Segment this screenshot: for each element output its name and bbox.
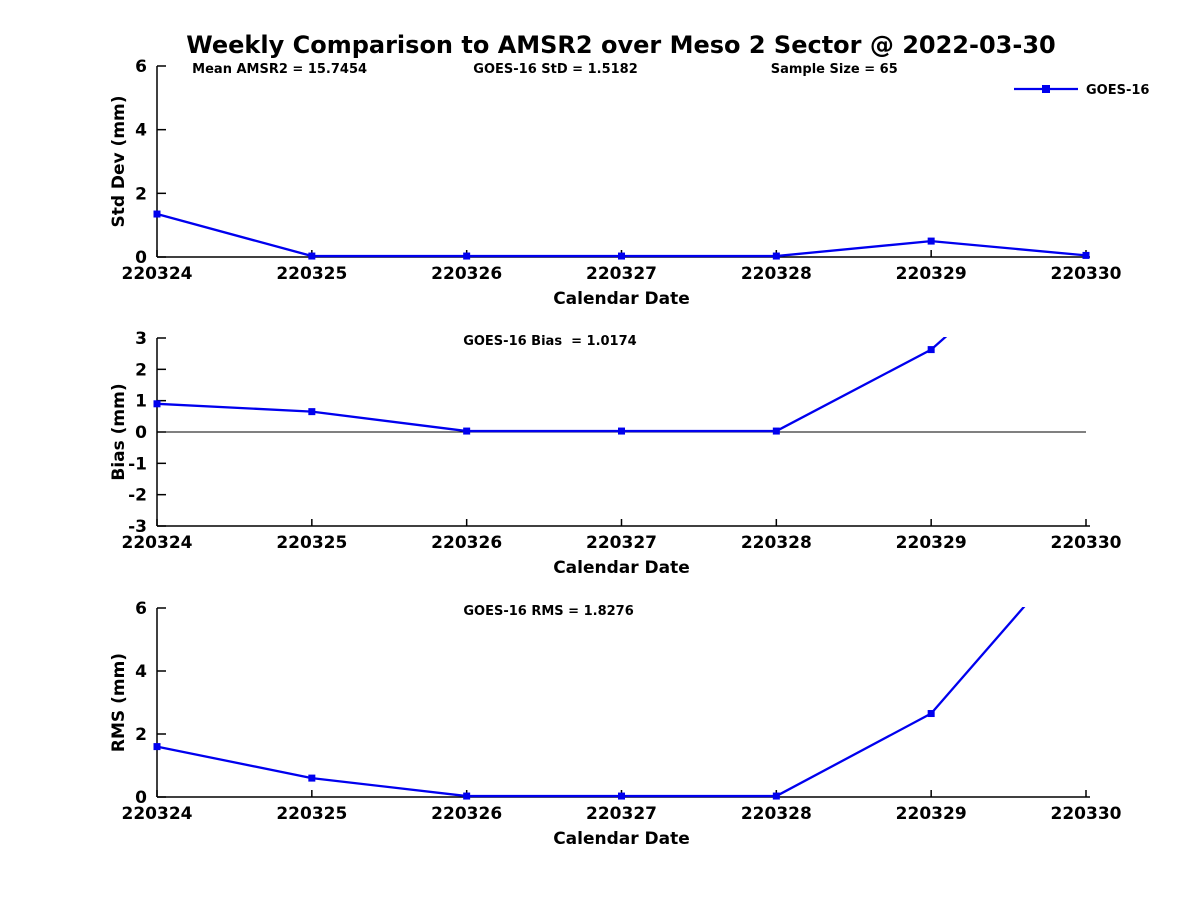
x-tick-label: 220327 bbox=[586, 804, 657, 824]
x-tick-label: 220330 bbox=[1051, 533, 1122, 553]
x-tick-label: 220326 bbox=[431, 533, 502, 553]
x-tick-label: 220329 bbox=[896, 804, 967, 824]
x-axis-label: Calendar Date bbox=[553, 289, 690, 309]
x-tick-label: 220326 bbox=[431, 804, 502, 824]
y-axis-label: RMS (mm) bbox=[109, 653, 129, 752]
y-tick-label: 2 bbox=[135, 184, 147, 204]
data-point-marker bbox=[927, 346, 935, 354]
data-point-marker bbox=[308, 252, 316, 260]
x-tick-label: 220328 bbox=[741, 264, 812, 284]
x-tick-label: 220325 bbox=[276, 533, 347, 553]
data-point-marker bbox=[153, 400, 161, 408]
y-tick-label: 4 bbox=[135, 121, 147, 141]
data-point-marker bbox=[772, 792, 780, 800]
y-tick-label: 0 bbox=[135, 248, 147, 268]
x-tick-label: 220324 bbox=[122, 804, 193, 824]
subplot-std-dev-mm-: 0 2 4 6 220324 220325 220326 220327 220328 220329… bbox=[109, 57, 1149, 309]
x-tick-label: 220326 bbox=[431, 264, 502, 284]
data-point-marker bbox=[308, 408, 316, 416]
data-point-marker bbox=[927, 237, 935, 245]
data-point-marker bbox=[618, 792, 625, 800]
data-point-marker bbox=[463, 252, 471, 260]
y-tick-label: 2 bbox=[135, 360, 147, 380]
x-tick-label: 220329 bbox=[896, 264, 967, 284]
legend-marker bbox=[1042, 85, 1050, 93]
y-axis-label: Bias (mm) bbox=[109, 383, 129, 480]
x-tick-label: 220325 bbox=[276, 264, 347, 284]
data-point-marker bbox=[153, 210, 161, 218]
data-point-marker bbox=[1082, 251, 1090, 259]
x-tick-label: 220327 bbox=[586, 264, 657, 284]
subplot-bias-mm-: -3 -2 -1 0 1 2 3 220324 220325 220326 220327 220328… bbox=[109, 329, 1122, 578]
legend: GOES-16 bbox=[1014, 83, 1149, 98]
data-point-marker bbox=[463, 427, 471, 435]
data-line bbox=[156, 337, 948, 433]
y-axis-label: Std Dev (mm) bbox=[109, 95, 129, 227]
legend-label: GOES-16 bbox=[1086, 83, 1149, 98]
data-point-marker bbox=[772, 252, 780, 260]
x-tick-label: 220328 bbox=[741, 533, 812, 553]
annotation-text: GOES-16 RMS = 1.8276 bbox=[463, 604, 633, 619]
data-point-marker bbox=[927, 710, 935, 718]
data-point-marker bbox=[153, 743, 161, 751]
y-tick-label: 6 bbox=[135, 57, 147, 77]
annotation-text: GOES-16 StD = 1.5182 bbox=[473, 62, 637, 77]
annotation-text: Sample Size = 65 bbox=[771, 62, 898, 77]
x-tick-label: 220324 bbox=[122, 533, 193, 553]
y-tick-label: 1 bbox=[135, 392, 147, 412]
y-tick-label: 0 bbox=[135, 788, 147, 808]
annotation-text: GOES-16 Bias = 1.0174 bbox=[463, 334, 637, 349]
x-tick-label: 220330 bbox=[1051, 264, 1122, 284]
y-tick-label: 2 bbox=[135, 725, 147, 745]
y-tick-label: -1 bbox=[128, 454, 147, 474]
data-point-marker bbox=[463, 792, 471, 800]
y-tick-label: -2 bbox=[128, 486, 147, 506]
y-tick-label: 0 bbox=[135, 423, 147, 443]
data-point-marker bbox=[772, 427, 780, 435]
subplot-rms-mm-: 0 2 4 6 220324 220325 220326 220327 220328 220329… bbox=[109, 599, 1122, 849]
chart-title: Weekly Comparison to AMSR2 over Meso 2 S… bbox=[186, 31, 1055, 59]
x-tick-label: 220329 bbox=[896, 533, 967, 553]
x-tick-label: 220328 bbox=[741, 804, 812, 824]
x-tick-label: 220325 bbox=[276, 804, 347, 824]
data-point-marker bbox=[618, 252, 625, 260]
annotation-text: Mean AMSR2 = 15.7454 bbox=[192, 62, 367, 77]
x-tick-label: 220327 bbox=[586, 533, 657, 553]
x-tick-label: 220330 bbox=[1051, 804, 1122, 824]
data-point-marker bbox=[308, 774, 316, 782]
y-tick-label: -3 bbox=[128, 517, 147, 537]
y-tick-label: 6 bbox=[135, 599, 147, 619]
x-tick-label: 220324 bbox=[122, 264, 193, 284]
y-tick-label: 4 bbox=[135, 662, 147, 682]
data-point-marker bbox=[618, 427, 625, 435]
x-axis-label: Calendar Date bbox=[553, 558, 690, 578]
x-axis-label: Calendar Date bbox=[553, 829, 690, 849]
y-tick-label: 3 bbox=[135, 329, 147, 349]
data-line bbox=[156, 212, 1087, 258]
